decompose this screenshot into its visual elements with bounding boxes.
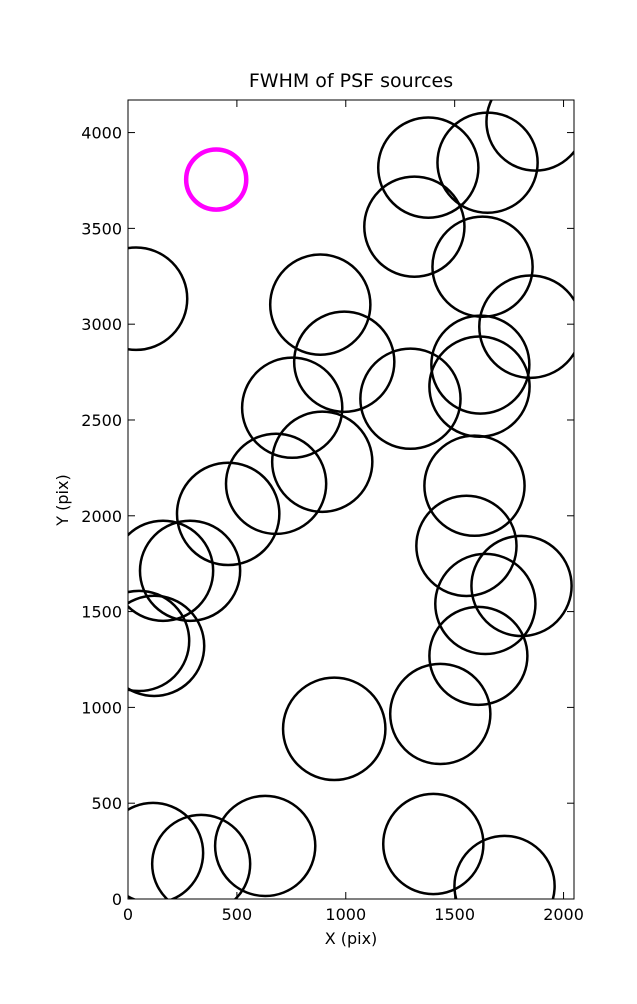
y-tick-label: 0 xyxy=(112,890,122,909)
source-circle xyxy=(268,253,372,356)
y-tick-label: 2500 xyxy=(81,411,122,430)
y-axis-label: Y (pix) xyxy=(53,474,72,526)
axes-frame xyxy=(127,99,575,900)
y-tick-label: 2000 xyxy=(81,507,122,526)
source-circle xyxy=(128,246,189,352)
chart-title: FWHM of PSF sources xyxy=(249,70,453,92)
source-circle xyxy=(150,813,252,899)
source-circle xyxy=(415,494,518,598)
source-circle xyxy=(213,794,317,898)
source-circle xyxy=(292,310,396,414)
source-circle xyxy=(485,100,574,172)
source-circle xyxy=(388,662,492,766)
source-circle xyxy=(128,801,205,899)
source-circle xyxy=(359,347,462,451)
source-circle xyxy=(381,792,485,896)
source-circle xyxy=(128,594,206,698)
source-circle xyxy=(175,461,281,567)
x-tick-label: 1000 xyxy=(325,905,366,924)
y-tick-label: 500 xyxy=(91,794,122,813)
source-circle xyxy=(430,314,531,415)
plot-area xyxy=(128,100,574,899)
x-axis-label: X (pix) xyxy=(325,929,378,948)
source-circle xyxy=(434,552,537,656)
source-circle xyxy=(240,356,344,460)
source-circle xyxy=(281,676,387,782)
x-tick-label: 2000 xyxy=(543,905,584,924)
y-tick-label: 3500 xyxy=(81,219,122,238)
y-tick-label: 4000 xyxy=(81,124,122,143)
source-circle xyxy=(428,605,529,707)
source-circle xyxy=(128,519,215,623)
source-circle xyxy=(138,519,242,623)
y-tick-label: 1500 xyxy=(81,603,122,622)
source-circle xyxy=(183,147,249,212)
source-circle xyxy=(423,434,526,538)
source-circle xyxy=(453,834,556,899)
source-circle xyxy=(428,335,531,438)
source-circle xyxy=(431,215,534,319)
source-circle xyxy=(363,175,466,278)
x-tick-label: 0 xyxy=(123,905,133,924)
x-tick-label: 1500 xyxy=(434,905,475,924)
y-tick-label: 3000 xyxy=(81,315,122,334)
x-tick-label: 500 xyxy=(222,905,253,924)
source-circle xyxy=(270,410,374,514)
source-circle xyxy=(376,116,480,219)
source-circle xyxy=(128,589,191,693)
source-circle xyxy=(478,274,574,380)
y-tick-label: 1000 xyxy=(81,698,122,717)
source-circle xyxy=(470,534,573,638)
